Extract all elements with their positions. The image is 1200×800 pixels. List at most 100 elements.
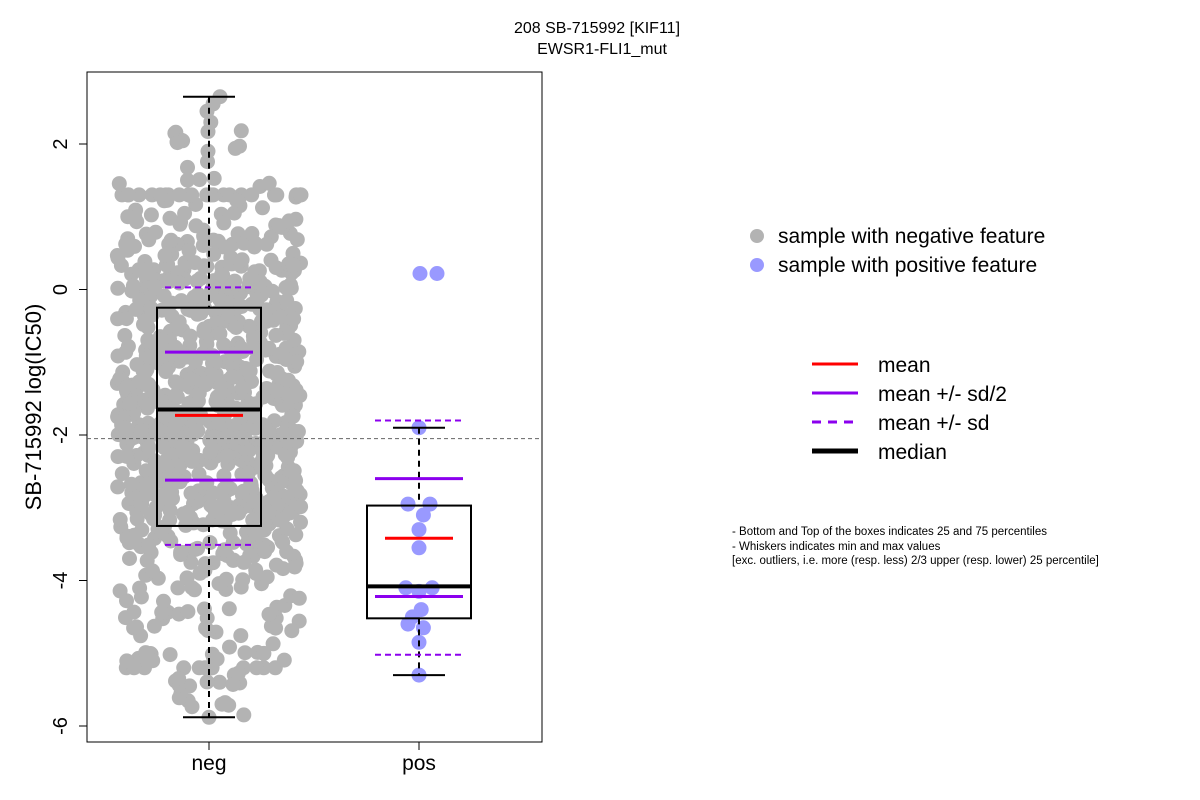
- neg-point: [170, 376, 185, 392]
- neg-point: [261, 504, 277, 520]
- neg-point: [119, 448, 134, 464]
- neg-point: [229, 193, 245, 208]
- legend-point-label: sample with positive feature: [778, 254, 1037, 277]
- neg-point: [152, 187, 168, 203]
- neg-point: [181, 243, 197, 259]
- neg-point: [234, 252, 250, 268]
- neg-point: [131, 374, 147, 390]
- neg-point: [195, 517, 211, 533]
- neg-point: [281, 387, 297, 403]
- neg-point: [112, 512, 128, 527]
- neg-point: [206, 170, 222, 186]
- neg-point: [171, 671, 187, 686]
- neg-point: [233, 579, 249, 595]
- neg-point: [285, 257, 301, 273]
- neg-point: [162, 210, 178, 226]
- neg-point: [205, 348, 221, 364]
- neg-point: [277, 447, 293, 463]
- neg-point: [247, 494, 262, 510]
- neg-point: [233, 628, 249, 644]
- neg-point: [156, 593, 171, 609]
- neg-point: [199, 674, 215, 690]
- neg-point: [268, 260, 284, 276]
- neg-point: [206, 246, 222, 262]
- pos-point: [429, 266, 445, 281]
- neg-point: [189, 273, 205, 289]
- neg-point: [241, 364, 257, 380]
- neg-point: [173, 544, 189, 560]
- neg-point: [205, 485, 221, 501]
- neg-point: [120, 209, 136, 225]
- neg-point: [214, 696, 230, 712]
- neg-point: [233, 123, 249, 139]
- neg-point: [214, 267, 230, 283]
- neg-point: [111, 176, 127, 192]
- neg-point: [143, 207, 159, 223]
- neg-point: [225, 346, 241, 362]
- neg-point: [237, 645, 253, 661]
- neg-point: [183, 371, 199, 387]
- neg-point: [261, 606, 277, 622]
- y-tick-label: -4: [50, 572, 72, 590]
- neg-point: [112, 583, 128, 599]
- neg-point: [157, 247, 173, 263]
- neg-point: [202, 444, 218, 460]
- neg-point: [278, 280, 294, 295]
- neg-point: [141, 439, 157, 455]
- neg-point: [119, 530, 135, 546]
- neg-point: [293, 514, 308, 530]
- neg-point: [183, 554, 199, 570]
- y-tick-label: 0: [50, 284, 72, 295]
- neg-point: [209, 389, 225, 405]
- neg-point: [272, 309, 288, 325]
- neg-point: [255, 445, 271, 461]
- neg-point: [291, 590, 307, 606]
- neg-point: [154, 604, 170, 620]
- neg-point: [258, 302, 274, 318]
- neg-point: [185, 426, 201, 442]
- neg-point: [132, 580, 148, 596]
- neg-point: [204, 498, 220, 514]
- neg-point: [213, 377, 229, 393]
- neg-point: [255, 200, 270, 216]
- neg-point: [197, 375, 213, 391]
- neg-point: [285, 408, 301, 424]
- neg-point: [163, 232, 179, 248]
- pos-point: [412, 266, 428, 281]
- neg-point: [258, 468, 274, 484]
- neg-point: [269, 187, 285, 203]
- neg-point: [250, 291, 265, 307]
- chart-title-line1: 208 SB-715992 [KIF11]: [514, 20, 680, 37]
- legend-line-label: mean +/- sd: [878, 412, 989, 435]
- neg-point: [268, 327, 284, 343]
- neg-point: [180, 604, 196, 620]
- neg-point: [269, 383, 285, 399]
- neg-point: [192, 288, 208, 304]
- neg-point: [114, 466, 130, 482]
- pos-point: [400, 616, 416, 632]
- neg-point: [225, 677, 241, 692]
- neg-point: [220, 428, 236, 444]
- legend-line-label: median: [878, 441, 947, 464]
- neg-point: [210, 233, 226, 249]
- plot-area: -6 -4 -2 0 2 neg pos: [50, 71, 543, 775]
- neg-point: [276, 426, 292, 441]
- neg-point: [290, 424, 306, 439]
- neg-point: [210, 416, 226, 432]
- neg-point: [286, 311, 302, 327]
- neg-point: [138, 645, 154, 661]
- neg-point: [180, 504, 196, 520]
- neg-point: [209, 651, 225, 667]
- neg-point: [230, 665, 246, 681]
- neg-point: [124, 283, 140, 299]
- neg-point: [244, 226, 260, 241]
- neg-point: [171, 690, 187, 706]
- pos-point: [422, 496, 438, 512]
- neg-point: [184, 699, 200, 715]
- neg-point: [245, 521, 261, 537]
- neg-point: [127, 238, 142, 254]
- neg-point: [190, 540, 206, 556]
- neg-point: [246, 408, 261, 424]
- neg-point: [281, 213, 297, 229]
- neg-point: [167, 388, 183, 404]
